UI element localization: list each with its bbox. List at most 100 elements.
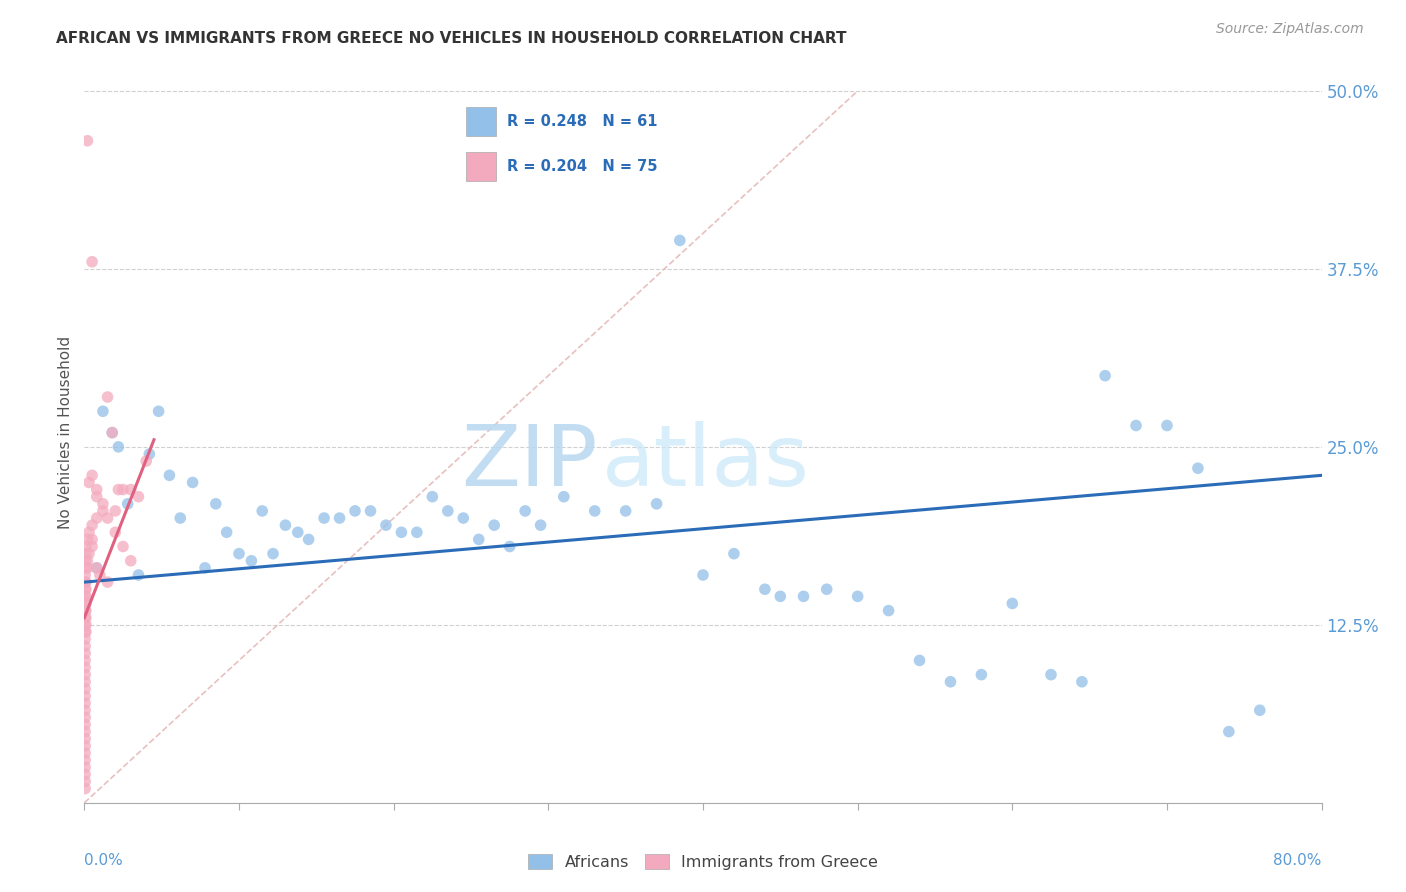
Point: [287, 525, 309, 540]
Point: [908, 653, 931, 667]
Point: [77, 475, 100, 490]
Point: [75, 597, 97, 611]
Point: [205, 497, 228, 511]
Point: [1187, 461, 1209, 475]
Point: [75, 590, 97, 604]
Point: [75, 653, 97, 667]
Point: [329, 511, 352, 525]
Point: [75, 610, 97, 624]
Point: [75, 624, 97, 639]
Point: [138, 447, 160, 461]
Point: [437, 504, 460, 518]
Point: [75, 639, 97, 653]
Point: [75, 604, 97, 618]
Text: ZIP: ZIP: [461, 421, 598, 504]
Point: [75, 624, 97, 639]
Text: Source: ZipAtlas.com: Source: ZipAtlas.com: [1216, 22, 1364, 37]
Point: [1071, 674, 1094, 689]
Point: [215, 525, 238, 540]
Point: [181, 475, 204, 490]
Point: [75, 739, 97, 753]
Point: [75, 660, 97, 674]
Point: [1156, 418, 1178, 433]
Point: [422, 490, 444, 504]
Point: [82, 540, 104, 554]
Point: [75, 590, 97, 604]
Point: [75, 731, 97, 746]
Point: [75, 582, 97, 597]
Point: [96, 575, 118, 590]
Point: [76, 554, 98, 568]
Point: [970, 667, 993, 681]
Point: [939, 674, 962, 689]
Point: [127, 568, 149, 582]
Point: [793, 590, 815, 604]
Point: [86, 561, 108, 575]
Point: [112, 540, 135, 554]
Point: [76, 533, 98, 547]
Point: [553, 490, 575, 504]
Point: [375, 518, 398, 533]
Point: [877, 604, 900, 618]
Point: [169, 511, 191, 525]
Point: [75, 547, 97, 561]
Point: [250, 504, 273, 518]
Point: [314, 511, 336, 525]
Text: 80.0%: 80.0%: [1274, 853, 1322, 868]
Point: [104, 504, 127, 518]
Point: [82, 533, 104, 547]
Point: [669, 234, 692, 248]
Point: [75, 575, 97, 590]
Point: [274, 518, 297, 533]
Point: [86, 511, 108, 525]
Point: [148, 404, 170, 418]
Point: [75, 540, 97, 554]
Point: [127, 490, 149, 504]
Point: [75, 554, 97, 568]
Point: [107, 483, 129, 497]
Point: [91, 497, 114, 511]
Point: [75, 632, 97, 646]
Point: [75, 604, 97, 618]
Point: [75, 646, 97, 660]
Point: [75, 724, 97, 739]
Point: [75, 568, 97, 582]
Point: [86, 561, 108, 575]
Point: [91, 504, 114, 518]
Point: [1094, 368, 1116, 383]
Point: [75, 575, 97, 590]
Point: [75, 696, 97, 710]
Point: [76, 561, 98, 575]
Point: [75, 703, 97, 717]
Y-axis label: No Vehicles in Household: No Vehicles in Household: [58, 336, 73, 529]
Point: [75, 760, 97, 774]
Point: [112, 483, 135, 497]
Point: [75, 689, 97, 703]
Point: [75, 746, 97, 760]
Point: [75, 710, 97, 724]
Point: [86, 483, 108, 497]
Point: [228, 547, 250, 561]
Point: [75, 561, 97, 575]
Point: [101, 425, 124, 440]
Point: [120, 483, 142, 497]
Point: [77, 525, 100, 540]
Point: [529, 518, 551, 533]
Point: [107, 440, 129, 454]
Point: [240, 554, 263, 568]
Point: [75, 597, 97, 611]
Point: [75, 681, 97, 696]
Point: [692, 568, 714, 582]
Point: [96, 511, 118, 525]
Point: [499, 540, 522, 554]
Text: atlas: atlas: [602, 421, 810, 504]
Point: [614, 504, 637, 518]
Point: [159, 468, 180, 483]
Point: [391, 525, 413, 540]
Point: [75, 674, 97, 689]
Point: [135, 454, 157, 468]
Point: [484, 518, 506, 533]
Point: [344, 504, 367, 518]
Point: [75, 781, 97, 796]
Point: [120, 554, 142, 568]
